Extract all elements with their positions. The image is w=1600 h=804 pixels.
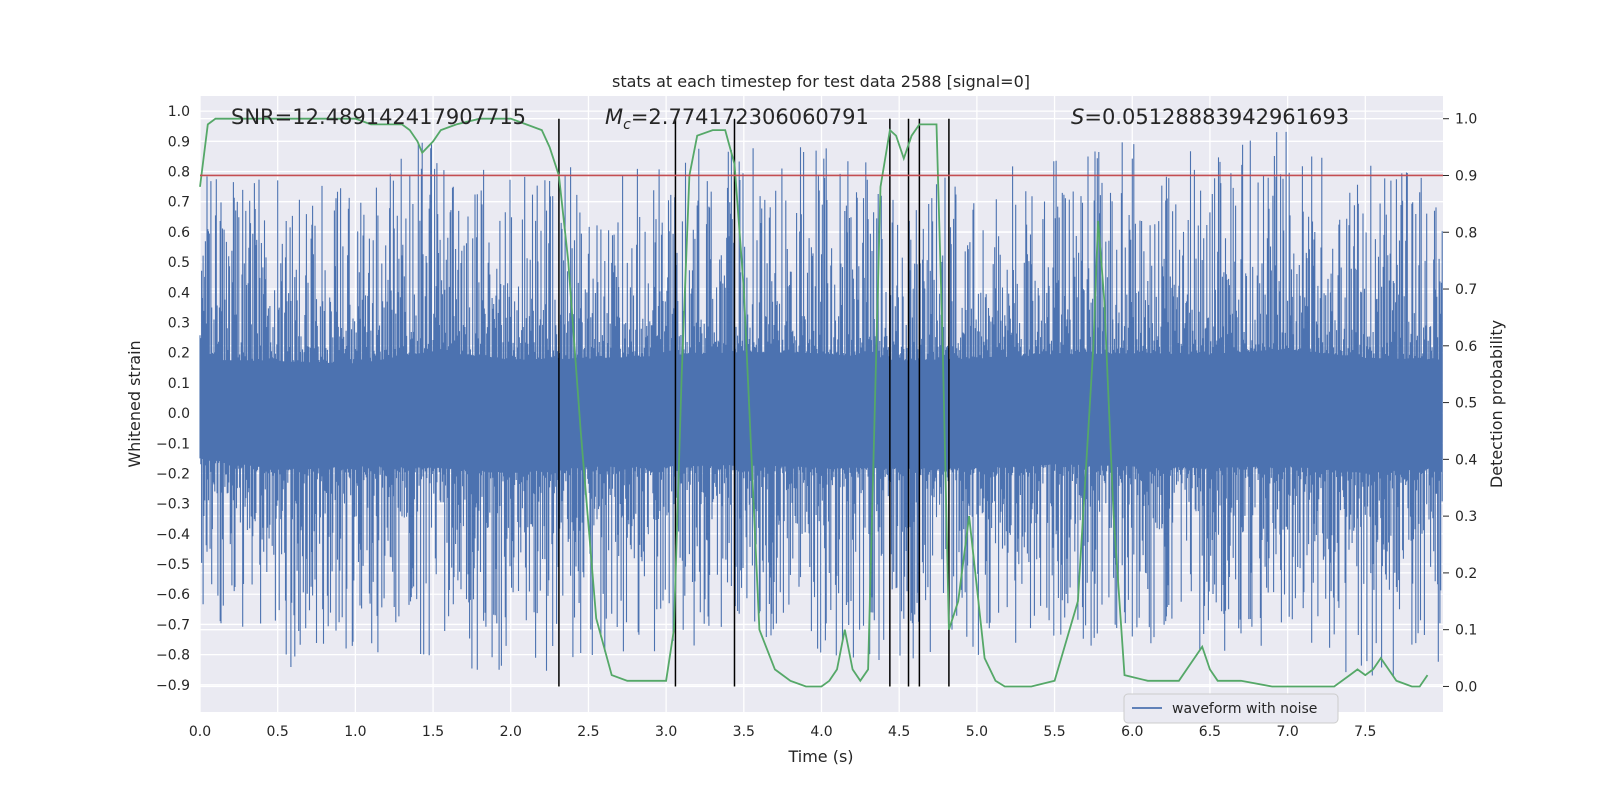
detection-probability-line [199,117,1429,688]
y2-tick-label: 1.0 [1455,112,1477,128]
legend-box [1123,693,1339,724]
chirp-mass-annotation: Mc=2.774172306060791 [605,105,869,133]
x-tick-label: 1.5 [422,724,444,740]
s-symbol: S [1071,105,1084,129]
y2-tick-label: 0.1 [1455,623,1477,639]
x-ticks: 0.0 0.5 1.0 1.5 2.0 2.5 3.0 3.5 4.0 4.5 5.0 5.5 6.0 6… [189,724,1377,740]
y-tick-label: −0.9 [156,678,190,694]
x-tick-label: 7.0 [1276,724,1298,740]
x-tick-label: 5.0 [966,724,988,740]
legend-label: waveform with noise [1172,701,1317,717]
x-tick-label: 3.0 [655,724,677,740]
y-tick-label: −0.1 [156,436,190,452]
y2-tick-label: 0.7 [1455,282,1477,298]
y-tick-label: 0.4 [168,285,190,301]
x-tick-label: 6.5 [1199,724,1221,740]
y-tick-label: 0.8 [168,164,190,180]
x-tick-label: 2.5 [577,724,599,740]
x-tick-label: 1.0 [344,724,366,740]
s-annotation: S=0.05128883942961693 [1071,105,1349,129]
y-tick-label: 0.6 [168,225,190,241]
y-tick-label: 0.9 [168,134,190,150]
y-tick-label: −0.4 [156,527,190,543]
y2-tick-label: 0.0 [1455,679,1477,695]
y-ticks: −0.9 −0.8 −0.7 −0.6 −0.5 −0.4 −0.3 −0.2 −0.1 0.0 0… [156,104,190,694]
y2-tick-label: 0.4 [1455,452,1477,468]
y2-tick-label: 0.3 [1455,509,1477,525]
mc-subscript: c [623,117,631,133]
y-axis-label: Whitened strain [125,340,144,467]
s-value: =0.05128883942961693 [1084,105,1349,129]
x-tick-label: 0.0 [189,724,211,740]
x-tick-label: 0.5 [267,724,289,740]
chart-title: stats at each timestep for test data 258… [612,72,1030,91]
x-axis-label: Time (s) [787,747,853,766]
y2-tick-label: 0.5 [1455,396,1477,412]
y2-tick-label: 0.2 [1455,566,1477,582]
y-tick-label: −0.7 [156,617,190,633]
y2-tick-label: 0.9 [1455,168,1477,184]
y-tick-label: −0.8 [156,648,190,664]
y-tick-label: 0.0 [168,406,190,422]
y-tick-label: −0.2 [156,466,190,482]
x-tick-label: 5.5 [1043,724,1065,740]
y-tick-label: −0.3 [156,497,190,513]
vertical-lines [558,118,950,687]
y-tick-label: 0.5 [168,255,190,271]
y2-ticks: 0.0 0.1 0.2 0.3 0.4 0.5 0.6 0.7 0.8 0.9 1.0 [1443,112,1477,695]
mc-value: =2.774172306060791 [631,105,869,129]
probability-series [199,117,1429,688]
y2-axis-label: Detection probability [1487,320,1506,488]
y-tick-label: 0.3 [168,315,190,331]
x-tick-label: 4.0 [810,724,832,740]
x-tick-label: 6.0 [1121,724,1143,740]
y2-tick-label: 0.8 [1455,225,1477,241]
y-tick-label: 0.2 [168,346,190,362]
y-tick-label: −0.6 [156,587,190,603]
x-tick-label: 7.5 [1354,724,1376,740]
x-tick-label: 3.5 [733,724,755,740]
snr-annotation: SNR=12.489142417907715 [231,105,526,129]
y-tick-label: 0.1 [168,376,190,392]
y2-tick-label: 0.6 [1455,339,1477,355]
x-tick-label: 4.5 [888,724,910,740]
y-tick-label: −0.5 [156,557,190,573]
legend: waveform with noise [1123,693,1339,724]
y-tick-label: 1.0 [168,104,190,120]
mc-symbol: M [605,105,623,129]
y-tick-label: 0.7 [168,195,190,211]
x-tick-label: 2.0 [500,724,522,740]
